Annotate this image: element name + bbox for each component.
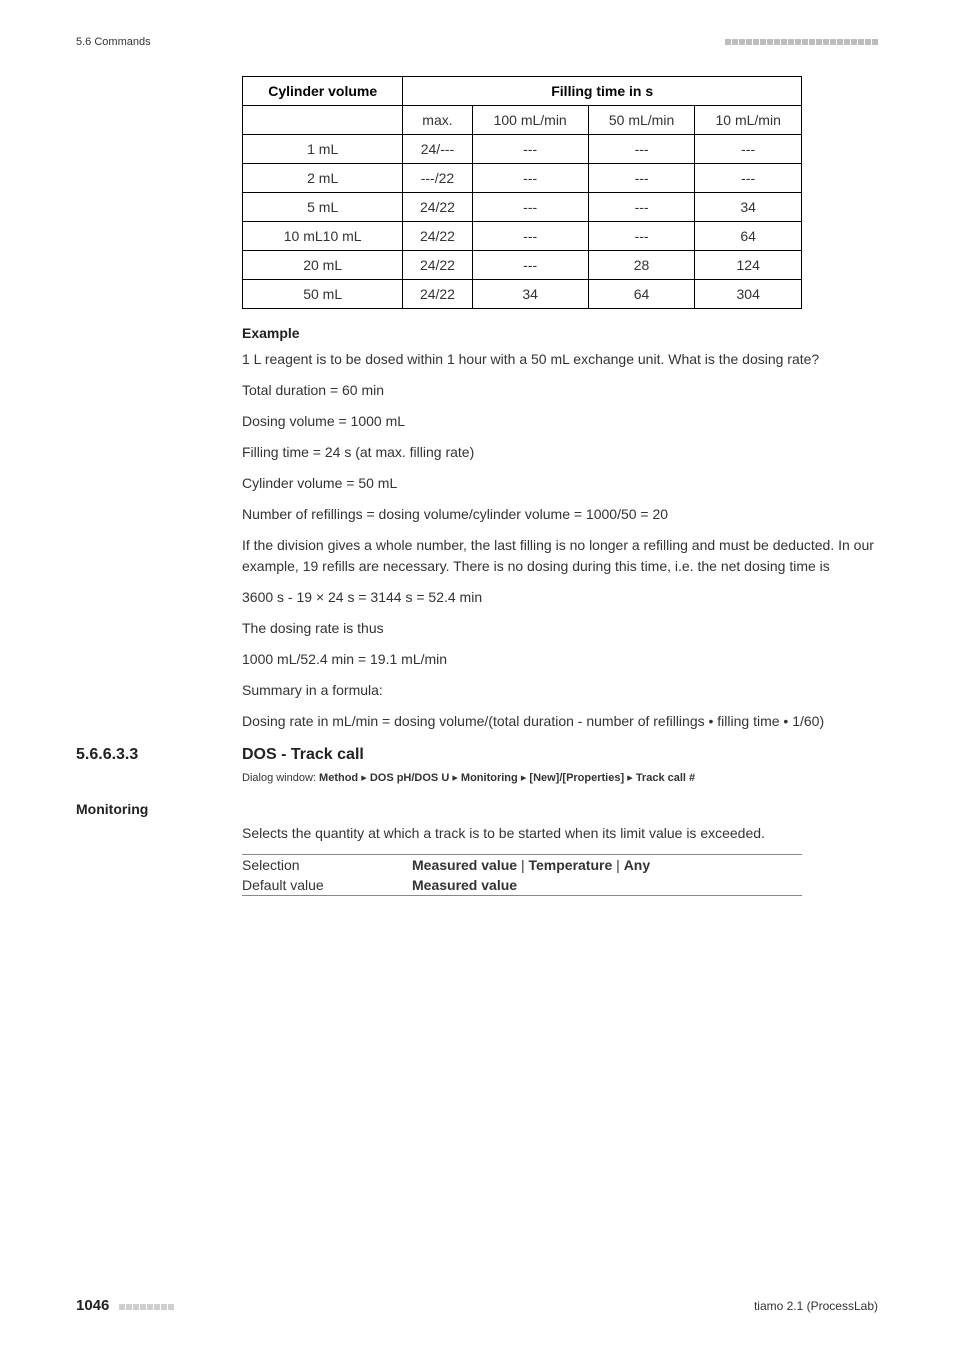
table-row: 10 mL10 mL 24/22------64 xyxy=(243,222,802,251)
table-header-col2: Filling time in s xyxy=(403,77,802,106)
running-head-decoration xyxy=(725,39,878,45)
table-header-col1: Cylinder volume xyxy=(243,77,403,106)
table-subheader: 10 mL/min xyxy=(695,106,802,135)
dialog-window-path: Dialog window: Method ▸ DOS pH/DOS U ▸ M… xyxy=(242,770,878,787)
section-number: 5.6.6.3.3 xyxy=(76,746,242,764)
kv-row: Default value Measured value xyxy=(242,875,802,896)
example-line: Summary in a formula: xyxy=(242,680,878,701)
table-subheader: 50 mL/min xyxy=(588,106,695,135)
cylinder-filling-table: Cylinder volume Filling time in s max. 1… xyxy=(242,76,802,309)
section-title: DOS - Track call xyxy=(242,746,364,764)
example-line: Dosing rate in mL/min = dosing volume/(t… xyxy=(242,711,878,732)
example-line: Total duration = 60 min xyxy=(242,380,878,401)
table-row: 5 mL 24/22------34 xyxy=(243,193,802,222)
example-line: Number of refillings = dosing volume/cyl… xyxy=(242,504,878,525)
table-row: 20 mL 24/22---28124 xyxy=(243,251,802,280)
table-row: 2 mL ---/22--------- xyxy=(243,164,802,193)
example-line: The dosing rate is thus xyxy=(242,618,878,639)
example-line: Dosing volume = 1000 mL xyxy=(242,411,878,432)
monitoring-label: Monitoring xyxy=(76,801,878,817)
footer-decoration xyxy=(119,1304,174,1310)
table-subheader: max. xyxy=(403,106,472,135)
monitoring-values-table: Selection Measured value | Temperature |… xyxy=(242,854,802,896)
table-subheader: 100 mL/min xyxy=(472,106,588,135)
running-head-left: 5.6 Commands xyxy=(76,36,151,48)
example-line: Filling time = 24 s (at max. filling rat… xyxy=(242,442,878,463)
example-line: 3600 s - 19 × 24 s = 3144 s = 52.4 min xyxy=(242,587,878,608)
monitoring-description: Selects the quantity at which a track is… xyxy=(242,823,878,844)
table-row: 1 mL 24/------------ xyxy=(243,135,802,164)
example-line: Cylinder volume = 50 mL xyxy=(242,473,878,494)
footer-right: tiamo 2.1 (ProcessLab) xyxy=(754,1299,878,1313)
kv-row: Selection Measured value | Temperature |… xyxy=(242,854,802,875)
example-line: 1000 mL/52.4 min = 19.1 mL/min xyxy=(242,649,878,670)
footer-left: 1046 xyxy=(76,1297,174,1314)
example-line: If the division gives a whole number, th… xyxy=(242,535,878,577)
example-line: 1 L reagent is to be dosed within 1 hour… xyxy=(242,349,878,370)
table-row: 50 mL 24/223464304 xyxy=(243,280,802,309)
example-heading: Example xyxy=(242,325,878,341)
page-number: 1046 xyxy=(76,1297,109,1314)
